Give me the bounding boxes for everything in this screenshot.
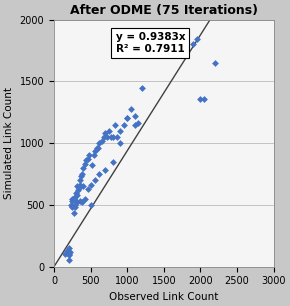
Point [94,146,99,151]
Point [93,148,97,153]
Point [75,184,79,189]
Point [69,196,74,201]
Point [66,246,71,251]
Point [104,135,109,140]
Point [79,172,84,177]
Point [71,196,75,201]
Point [107,128,111,133]
Point [115,135,119,140]
Point [74,190,78,195]
Point [136,121,141,126]
Point [118,141,122,146]
Point [113,122,117,127]
Point [93,178,97,183]
Point [77,183,82,188]
Point [88,183,93,188]
Point [68,249,72,254]
Point [109,135,113,140]
Point [79,200,84,205]
Point [125,116,130,121]
Point [65,248,70,253]
Point [110,135,115,140]
Point [139,85,144,90]
Point [73,205,78,210]
Point [70,203,75,208]
Point [77,185,81,190]
Text: y = 0.9383x
R² = 0.7911: y = 0.9383x R² = 0.7911 [115,32,185,54]
Point [91,153,96,158]
Point [82,196,87,201]
Y-axis label: Simulated Link Count: Simulated Link Count [4,87,14,199]
Point [68,202,73,207]
Point [77,199,82,203]
Point [213,61,218,65]
Point [121,122,126,127]
Point [81,165,86,170]
Point [72,195,77,200]
Point [66,258,71,263]
Point [76,188,81,192]
Point [72,202,77,207]
Point [74,199,78,203]
Point [88,202,93,207]
Point [103,131,108,136]
Point [191,42,195,47]
Point [202,96,206,101]
Point [70,199,75,203]
Point [70,205,75,210]
Point [78,178,83,183]
Point [80,184,85,189]
Point [198,96,203,101]
Point [97,141,102,146]
Point [79,174,84,179]
X-axis label: Observed Link Count: Observed Link Count [109,292,218,302]
Point [84,158,88,163]
Point [67,252,72,257]
Point [86,186,90,191]
Point [132,122,137,127]
Point [118,128,122,133]
Point [132,114,137,118]
Point [194,37,199,42]
Title: After ODME (75 Iterations): After ODME (75 Iterations) [70,4,258,17]
Point [99,138,104,143]
Point [90,163,95,168]
Point [63,252,67,257]
Point [72,211,76,216]
Point [75,200,80,205]
Point [128,106,133,111]
Point [86,157,90,162]
Point [82,162,87,166]
Point [87,153,92,158]
Point [97,172,102,177]
Point [110,159,115,164]
Point [75,192,80,197]
Point [103,168,108,173]
Point [125,116,130,121]
Point [102,135,106,140]
Point [96,146,100,151]
Point [66,253,71,258]
